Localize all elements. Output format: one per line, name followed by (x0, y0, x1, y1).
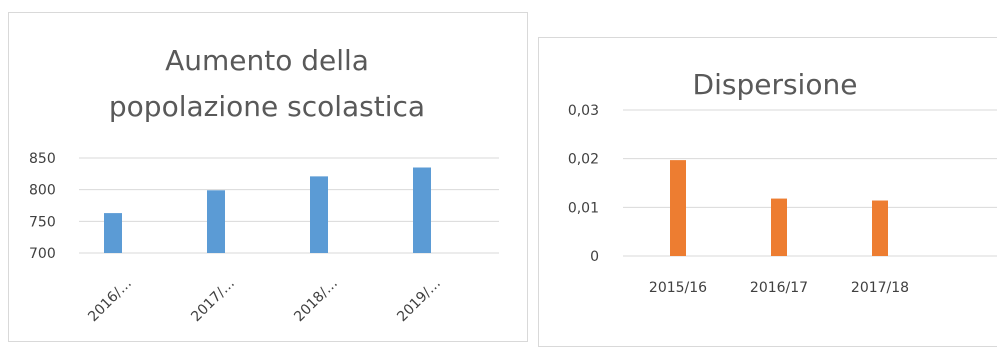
bar (207, 190, 225, 253)
x-tick-label: 2019/… (394, 275, 444, 325)
dispersion-chart: Dispersione 0,03 0,02 0,01 0 2015/16 2016/17… (568, 68, 997, 296)
chart-title: Dispersione (693, 68, 858, 101)
chart-title-line-2: popolazione scolastica (109, 90, 425, 123)
y-tick-label: 0,01 (568, 200, 599, 216)
chart-panel-dispersion: Dispersione 0,03 0,02 0,01 0 2015/16 2016/17… (538, 37, 997, 347)
y-tick-label: 750 (29, 214, 56, 230)
bar (104, 213, 122, 253)
x-tick-label: 2017/… (188, 275, 238, 325)
y-tick-label: 700 (29, 246, 56, 262)
y-tick-label: 850 (29, 151, 56, 167)
y-tick-label: 800 (29, 183, 56, 199)
y-tick-label: 0,03 (568, 103, 599, 119)
bar (771, 198, 787, 256)
x-tick-label: 2018/… (291, 275, 341, 325)
chart-panel-population: Aumento della popolazione scolastica 850… (8, 12, 528, 342)
x-tick-label: 2015/16 (649, 280, 707, 296)
x-tick-label: 2016/17 (750, 280, 808, 296)
bar (872, 200, 888, 256)
bar (670, 160, 686, 256)
bar (310, 176, 328, 253)
y-tick-label: 0 (590, 249, 599, 265)
y-tick-label: 0,02 (568, 152, 599, 168)
population-chart: Aumento della popolazione scolastica 850… (29, 44, 499, 325)
bar (413, 167, 431, 253)
chart-title-line-1: Aumento della (165, 44, 369, 77)
x-tick-label: 2016/… (85, 275, 135, 325)
x-tick-label: 2017/18 (851, 280, 909, 296)
